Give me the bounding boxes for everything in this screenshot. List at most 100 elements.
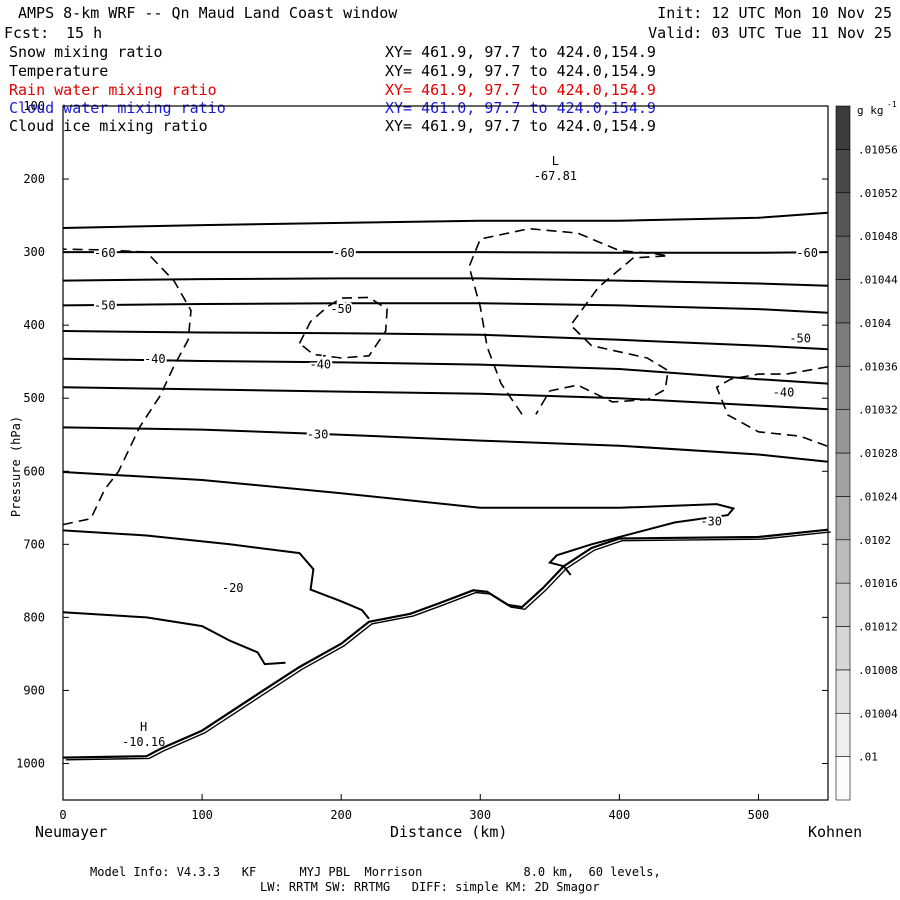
colorbar-cell	[835, 279, 851, 324]
colorbar-label: .01016	[858, 577, 898, 590]
legend-temperature-name: Temperature	[9, 62, 109, 80]
colorbar: .01 .01004 .01008 .01012 .01016 .0102 .01024 .0…	[835, 100, 898, 801]
temperature-contour	[62, 302, 829, 314]
axes: 0 100 200 300 400 500 100 200 300 400 500 600 700 800…	[16, 99, 829, 822]
plot-frame	[62, 105, 829, 801]
y-tick-label: 800	[23, 610, 45, 624]
y-axis-title: Pressure (hPa)	[9, 415, 24, 518]
temperature-contour	[62, 529, 370, 620]
colorbar-cell	[835, 365, 851, 410]
contour-label: -50	[94, 298, 116, 312]
temperature-contour	[62, 277, 829, 287]
colorbar-label: .01052	[858, 187, 898, 200]
colorbar-cell	[835, 539, 851, 584]
colorbar-label: .0102	[858, 534, 891, 547]
colorbar-cell	[835, 452, 851, 497]
snow-contour	[468, 227, 669, 415]
legend-snow-xy: XY= 461.9, 97.7 to 424.0,154.9	[385, 43, 656, 61]
colorbar-cell	[835, 496, 851, 541]
y-tick-label: 100	[23, 99, 45, 113]
x-tick-label: 400	[609, 808, 631, 822]
valid-time: Valid: 03 UTC Tue 11 Nov 25	[648, 24, 892, 42]
contour-label: -40	[144, 352, 166, 366]
model-info-line2: LW: RRTM SW: RRTMG DIFF: simple KM: 2D S…	[260, 880, 600, 894]
x-axis-title: Distance (km)	[390, 823, 508, 841]
temperature-contour	[62, 471, 736, 576]
colorbar-cell	[835, 192, 851, 237]
terrain-line	[65, 531, 831, 761]
legend-cloud-water-name: Cloud water mixing ratio	[9, 99, 226, 117]
colorbar-label: .01036	[858, 360, 898, 373]
x-tick-label: 100	[191, 808, 213, 822]
temperature-contours	[62, 211, 829, 666]
colorbar-cell	[835, 149, 851, 194]
colorbar-cell	[835, 582, 851, 627]
terrain-line	[62, 528, 829, 759]
colorbar-label: .01056	[858, 143, 898, 156]
page-title: AMPS 8-km WRF -- Qn Maud Land Coast wind…	[18, 4, 398, 22]
colorbar-label: .01012	[858, 621, 898, 634]
temperature-contour	[62, 426, 829, 463]
colorbar-unit: g kg	[857, 104, 884, 117]
legend-snow-name: Snow mixing ratio	[9, 43, 163, 61]
x-tick-label: 500	[748, 808, 770, 822]
colorbar-label: .01028	[858, 447, 898, 460]
x-axis-left-label: Neumayer	[35, 823, 108, 841]
extremum-value: -10.16	[122, 735, 165, 749]
terrain	[62, 528, 831, 761]
contour-label: -50	[789, 331, 811, 345]
temperature-contour	[62, 357, 829, 385]
temperature-contour	[62, 386, 829, 411]
contour-label: -40	[773, 385, 795, 399]
snow-contour	[715, 366, 829, 448]
colorbar-unit-exponent: -1	[887, 100, 897, 109]
x-tick-label: 200	[330, 808, 352, 822]
extremum-marker: H	[140, 720, 147, 734]
legend-cloud-ice-xy: XY= 461.9, 97.7 to 424.0,154.9	[385, 117, 656, 135]
forecast-label: Fcst:	[4, 24, 50, 42]
contour-label: -40	[309, 358, 331, 372]
temperature-contour	[62, 330, 829, 351]
extremum-marker: L	[552, 154, 559, 168]
y-tick-label: 600	[23, 464, 45, 478]
colorbar-label: .01024	[858, 490, 898, 503]
model-info-line1: Model Info: V4.3.3 KF MYJ PBL Morrison 8…	[90, 865, 661, 879]
temperature-contour	[62, 211, 829, 229]
x-tick-label: 300	[469, 808, 491, 822]
y-tick-label: 300	[23, 245, 45, 259]
y-tick-label: 400	[23, 318, 45, 332]
colorbar-cell	[835, 409, 851, 454]
colorbar-label: .01	[858, 751, 878, 764]
x-tick-label: 0	[59, 808, 66, 822]
colorbar-cell	[835, 626, 851, 671]
init-time: Init: 12 UTC Mon 10 Nov 25	[657, 4, 892, 22]
temperature-contour	[63, 251, 829, 254]
contour-labels: -60 -60 -60 -50 -50 -50 -40 -40 -40 -30 -30 -20 L-67…	[92, 154, 820, 749]
legend-rain-xy: XY= 461.9, 97.7 to 424.0,154.9	[385, 81, 656, 99]
legend-temperature-xy: XY= 461.9, 97.7 to 424.0,154.9	[385, 62, 656, 80]
legend-cloud-ice-name: Cloud ice mixing ratio	[9, 117, 208, 135]
y-tick-label: 1000	[16, 756, 45, 770]
colorbar-label: .01048	[858, 230, 898, 243]
legend-rain-name: Rain water mixing ratio	[9, 81, 217, 99]
contour-label: -60	[333, 246, 355, 260]
colorbar-label: .0104	[858, 317, 891, 330]
y-tick-label: 900	[23, 683, 45, 697]
contour-label: -60	[796, 246, 818, 260]
contour-label: -60	[94, 246, 116, 260]
colorbar-label: .01008	[858, 664, 898, 677]
colorbar-label: .01044	[858, 274, 898, 287]
colorbar-cell	[835, 235, 851, 280]
colorbar-cell	[835, 756, 851, 801]
y-tick-label: 700	[23, 537, 45, 551]
colorbar-label: .01032	[858, 404, 898, 417]
contour-label: -30	[307, 428, 329, 442]
contour-label: -30	[700, 515, 722, 529]
temperature-contour	[62, 611, 286, 666]
colorbar-label: .01004	[858, 707, 898, 720]
contour-label: -50	[330, 302, 352, 316]
legend-cloud-water-xy: XY= 461.0, 97.7 to 424.0,154.9	[385, 99, 656, 117]
y-tick-label: 500	[23, 391, 45, 405]
colorbar-cell	[835, 105, 851, 150]
